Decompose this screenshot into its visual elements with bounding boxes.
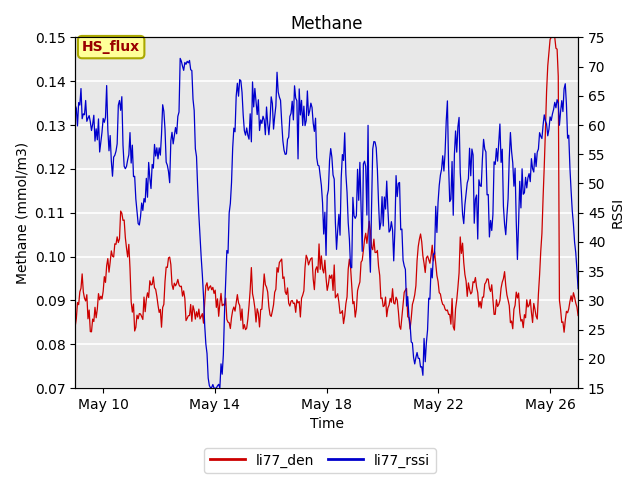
X-axis label: Time: Time — [310, 418, 344, 432]
Y-axis label: Methane (mmol/m3): Methane (mmol/m3) — [15, 142, 29, 284]
Legend: li77_den, li77_rssi: li77_den, li77_rssi — [204, 448, 436, 473]
Title: Methane: Methane — [291, 15, 363, 33]
Text: HS_flux: HS_flux — [82, 40, 140, 54]
Y-axis label: RSSI: RSSI — [611, 197, 625, 228]
